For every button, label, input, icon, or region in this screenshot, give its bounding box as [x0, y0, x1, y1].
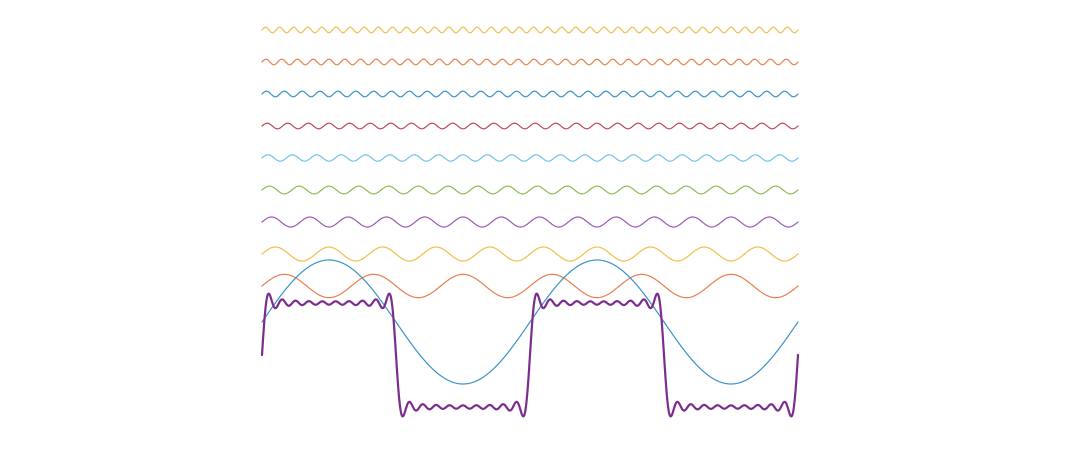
square-wave-sum-line — [260, 292, 800, 418]
harmonic-5-line — [261, 246, 799, 262]
harmonic-15-line — [261, 90, 799, 98]
harmonic-7-line — [261, 216, 799, 228]
harmonic-19-line — [261, 26, 799, 34]
harmonic-3-line — [261, 273, 799, 299]
harmonic-lines-group — [261, 26, 799, 385]
harmonic-1-line — [261, 259, 799, 385]
harmonic-17-line — [261, 58, 799, 66]
square-wave-sum-group — [260, 292, 800, 418]
harmonic-9-line — [261, 185, 799, 195]
harmonic-13-line — [261, 122, 799, 130]
harmonic-11-line — [261, 154, 799, 162]
